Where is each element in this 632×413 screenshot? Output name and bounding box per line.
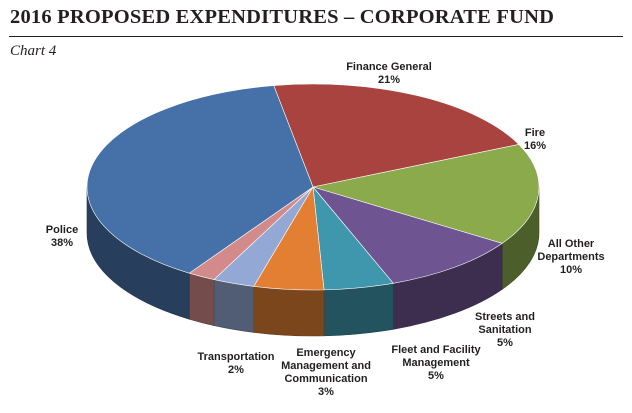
slice-labels: Finance General 21% Fire 16% All Other Depart…: [46, 61, 605, 398]
pie-sides: [86, 186, 540, 337]
slice-label-fire: Fire 16%: [524, 127, 546, 152]
slice-label-emergency-management-and-communication: Emergency Management and Communication 3%: [281, 347, 371, 398]
pie-side-transportation: [188, 272, 215, 326]
slice-label-transportation: Transportation 2%: [197, 351, 274, 376]
pie-slices: [86, 83, 540, 291]
slice-label-police: Police 38%: [46, 224, 78, 249]
slice-label-all-other-departments: All Other Departments 10%: [537, 238, 604, 276]
slice-label-streets-and-sanitation: Streets and Sanitation 5%: [475, 311, 535, 349]
pie-slice-finance-general: [273, 83, 520, 188]
slice-label-fleet-and-facility-management: Fleet and Facility Management 5%: [391, 344, 481, 382]
pie-slice-fire: [312, 144, 540, 244]
pie-slice-all-other-departments: [312, 186, 503, 284]
title-rule: [9, 36, 623, 38]
pie-side-emergency-management-and-communication: [213, 279, 255, 333]
slice-label-finance-general: Finance General 21%: [346, 61, 432, 86]
pie-side-fleet-and-facility-management: [253, 286, 325, 337]
chart-title: 2016 PROPOSED EXPENDITURES – CORPORATE F…: [10, 6, 555, 28]
pie-slice-police: [86, 85, 314, 274]
pie-side-streets-and-sanitation: [323, 282, 394, 337]
chart-caption: Chart 4: [10, 43, 57, 59]
